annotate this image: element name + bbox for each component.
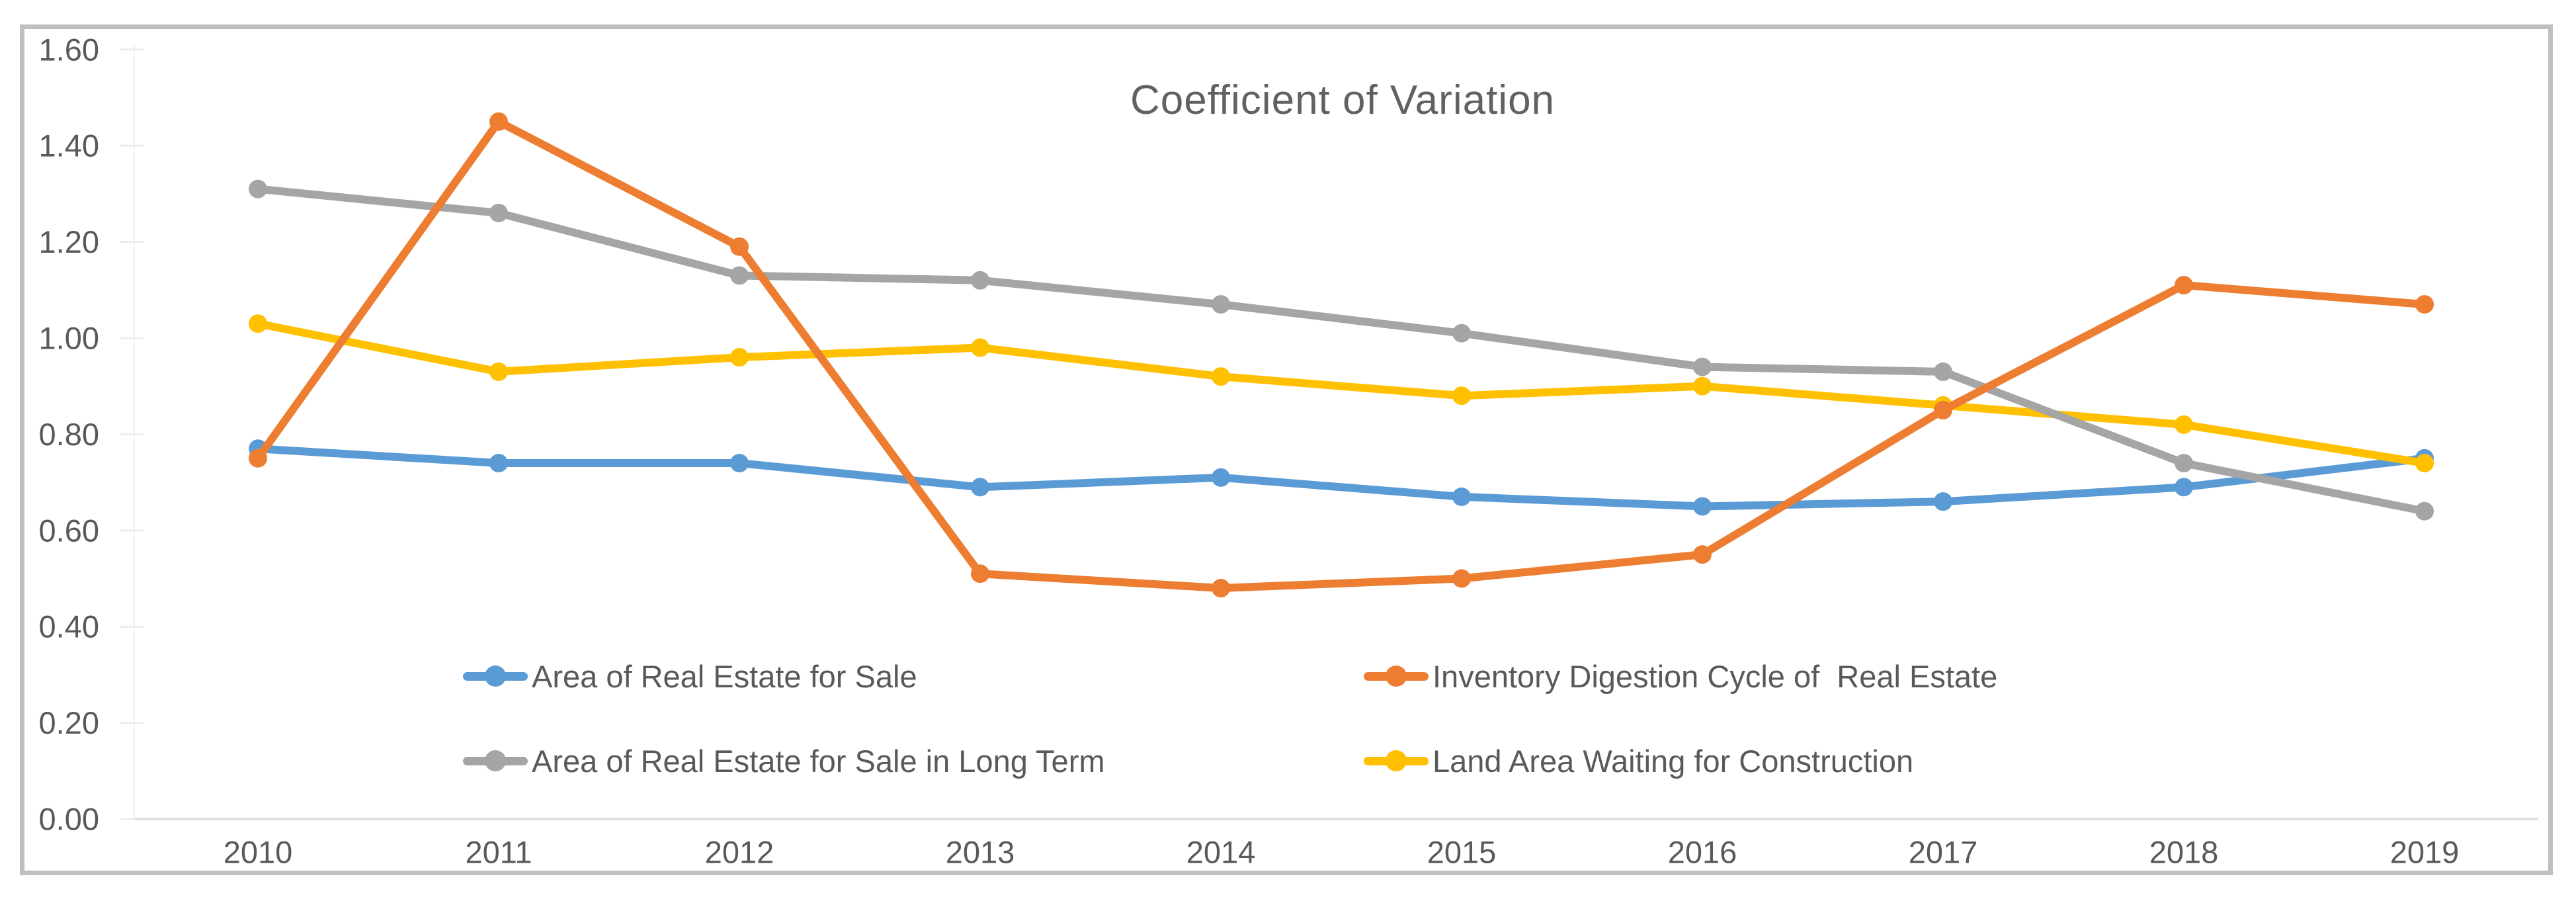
data-point-marker [1693, 545, 1712, 564]
data-point-marker [2415, 295, 2434, 314]
data-point-marker [1212, 295, 1230, 314]
data-point-marker [1452, 386, 1471, 406]
data-point-marker [2175, 478, 2193, 497]
legend-line-marker-icon [463, 666, 528, 687]
data-point-marker [489, 112, 508, 131]
data-point-marker [2175, 276, 2193, 295]
data-point-marker [2175, 415, 2193, 434]
data-point-marker [1693, 357, 1712, 376]
y-axis-tick-label: 1.20 [39, 224, 99, 259]
y-axis-tick-label: 1.40 [39, 128, 99, 163]
legend-dot-icon [485, 666, 506, 687]
data-point-marker [730, 348, 749, 367]
y-axis-tick-label: 0.80 [39, 417, 99, 452]
x-axis-tick-label: 2019 [2390, 835, 2460, 870]
data-point-marker [1934, 492, 1952, 511]
x-axis-tick-label: 2018 [2149, 835, 2219, 870]
legend-item-land-area-waiting: Land Area Waiting for Construction [1364, 741, 1913, 781]
data-point-marker [2415, 501, 2434, 521]
y-axis-tick-label: 1.60 [39, 32, 99, 67]
data-point-marker [1693, 497, 1712, 516]
legend-label: Area of Real Estate for Sale in Long Ter… [532, 743, 1105, 779]
data-point-marker [1452, 569, 1471, 588]
series-line-area-of-real-estate-for-sale [254, 445, 2429, 511]
legend-label: Land Area Waiting for Construction [1433, 743, 1914, 779]
data-point-marker [971, 478, 989, 497]
x-axis-tick-label: 2012 [705, 835, 774, 870]
x-axis-tick-label: 2011 [465, 835, 532, 870]
legend-dot-icon [485, 750, 506, 771]
series-line-land-area-waiting-for-construction [254, 320, 2429, 468]
data-point-marker [249, 179, 267, 198]
data-point-marker [1212, 579, 1230, 598]
y-axis-tick-label: 0.40 [39, 609, 99, 644]
data-point-marker [249, 449, 267, 468]
data-point-marker [249, 314, 267, 333]
data-point-marker [489, 203, 508, 222]
data-point-marker [489, 362, 508, 381]
data-point-marker [1693, 376, 1712, 396]
x-axis-tick-label: 2015 [1427, 835, 1497, 870]
x-axis-tick-label: 2014 [1186, 835, 1256, 870]
legend-label: Inventory Digestion Cycle of Real Estate [1433, 658, 1998, 694]
data-point-marker [971, 564, 989, 583]
legend-item-area-for-sale: Area of Real Estate for Sale [463, 656, 917, 696]
series-line-area-of-real-estate-for-sale-in-long-term [254, 185, 2429, 515]
legend-line-marker-icon [1364, 666, 1429, 687]
legend-item-area-for-sale-long-term: Area of Real Estate for Sale in Long Ter… [463, 741, 1105, 781]
series-line-inventory-digestion-cycle-of-real-estate [254, 117, 2429, 593]
legend-dot-icon [1386, 750, 1407, 771]
data-point-marker [971, 338, 989, 357]
data-point-marker [730, 237, 749, 256]
legend-dot-icon [1386, 666, 1407, 687]
data-point-marker [971, 271, 989, 290]
data-point-marker [1452, 487, 1471, 506]
legend-line-marker-icon [1364, 750, 1429, 771]
y-axis-tick-label: 0.20 [39, 705, 99, 740]
y-axis-tick-label: 0.00 [39, 802, 99, 837]
data-point-marker [2175, 454, 2193, 473]
y-axis-tick-label: 1.00 [39, 321, 99, 356]
data-point-marker [730, 266, 749, 285]
legend-label: Area of Real Estate for Sale [532, 658, 917, 694]
x-axis-tick-label: 2013 [946, 835, 1015, 870]
x-axis-tick-label: 2016 [1668, 835, 1737, 870]
x-axis-tick-label: 2010 [224, 835, 293, 870]
data-point-marker [1934, 362, 1952, 381]
x-axis-tick-label: 2017 [1909, 835, 1978, 870]
data-point-marker [1212, 367, 1230, 386]
chart-title: Coefficient of Variation [1130, 77, 1556, 123]
data-point-marker [2415, 454, 2434, 473]
data-point-marker [489, 454, 508, 473]
data-point-marker [730, 454, 749, 473]
legend-line-marker-icon [463, 750, 528, 771]
data-point-marker [1452, 323, 1471, 343]
legend-item-inventory-digestion-cycle: Inventory Digestion Cycle of Real Estate [1364, 656, 1997, 696]
data-point-marker [1212, 468, 1230, 487]
data-point-marker [1934, 401, 1952, 420]
chart-border [20, 24, 2553, 875]
y-axis-tick-label: 0.60 [39, 513, 99, 548]
